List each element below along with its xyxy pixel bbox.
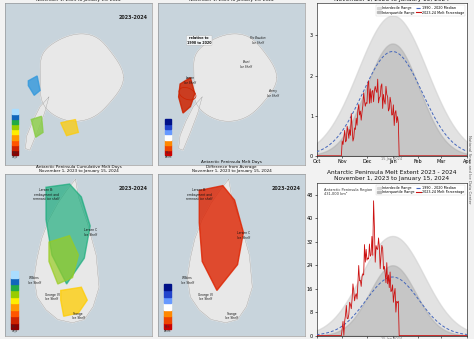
Title: Antarctic Peninsula Melt Extent 2023 - 2024
November 1, 2023 to January 15, 2024: Antarctic Peninsula Melt Extent 2023 - 2… bbox=[327, 170, 456, 181]
Polygon shape bbox=[10, 278, 18, 284]
Polygon shape bbox=[10, 316, 18, 323]
Title: Antarctica Melt Extent 2023 - 2024
November 1, 2023 to January 15, 2024: Antarctica Melt Extent 2023 - 2024 Novem… bbox=[334, 0, 449, 2]
Text: 2023-2024: 2023-2024 bbox=[118, 15, 148, 20]
Text: Larsen B:
embayment and
remnant ice shelf: Larsen B: embayment and remnant ice shel… bbox=[33, 188, 59, 201]
Text: National Snow and Ice Data Center: National Snow and Ice Data Center bbox=[467, 135, 471, 204]
Polygon shape bbox=[179, 97, 202, 150]
Polygon shape bbox=[194, 34, 277, 121]
Polygon shape bbox=[165, 145, 171, 150]
Polygon shape bbox=[12, 119, 18, 124]
Polygon shape bbox=[10, 271, 18, 278]
Text: Melt
Days: Melt Days bbox=[12, 151, 18, 159]
Polygon shape bbox=[12, 150, 18, 155]
Polygon shape bbox=[165, 129, 171, 134]
Title: Antarctica Cumulative Melt Days
November 1, 2023 to January 15, 2024: Antarctica Cumulative Melt Days November… bbox=[36, 0, 121, 2]
Polygon shape bbox=[165, 119, 171, 124]
Polygon shape bbox=[46, 184, 90, 284]
Text: Larsen
Ice Shelf: Larsen Ice Shelf bbox=[184, 76, 196, 85]
Text: 15 Jan 2024: 15 Jan 2024 bbox=[381, 337, 402, 339]
Polygon shape bbox=[165, 140, 171, 145]
Text: Stange
Ice Shelf: Stange Ice Shelf bbox=[72, 312, 85, 320]
Polygon shape bbox=[165, 135, 171, 140]
Polygon shape bbox=[164, 303, 171, 310]
Polygon shape bbox=[10, 284, 18, 291]
Polygon shape bbox=[12, 114, 18, 119]
Text: Antarctic Peninsula Region
431,000 km²: Antarctic Peninsula Region 431,000 km² bbox=[324, 188, 373, 196]
Polygon shape bbox=[12, 135, 18, 140]
Text: George VI
Ice Shelf: George VI Ice Shelf bbox=[198, 293, 212, 301]
Text: 15 Jan 2024: 15 Jan 2024 bbox=[381, 157, 402, 161]
Polygon shape bbox=[10, 291, 18, 297]
Polygon shape bbox=[10, 297, 18, 303]
Polygon shape bbox=[12, 140, 18, 145]
Polygon shape bbox=[164, 284, 171, 291]
Polygon shape bbox=[187, 179, 252, 323]
Polygon shape bbox=[41, 34, 123, 121]
Polygon shape bbox=[164, 323, 171, 329]
Polygon shape bbox=[10, 323, 18, 329]
Polygon shape bbox=[10, 303, 18, 310]
Text: 2023-2024: 2023-2024 bbox=[272, 186, 301, 191]
Text: Wilkins
Ice Shelf: Wilkins Ice Shelf bbox=[181, 276, 194, 285]
Text: 2023-2024: 2023-2024 bbox=[118, 186, 148, 191]
Polygon shape bbox=[164, 310, 171, 316]
Polygon shape bbox=[12, 145, 18, 150]
Legend: Interdecile Range, Interquartile Range, 1990 - 2020 Median, 2023-24 Melt Percent: Interdecile Range, Interquartile Range, … bbox=[375, 5, 465, 16]
Polygon shape bbox=[61, 287, 87, 316]
Polygon shape bbox=[179, 78, 195, 113]
Polygon shape bbox=[61, 120, 78, 136]
Text: Larsen C
Ice Shelf: Larsen C Ice Shelf bbox=[237, 231, 250, 240]
Text: Amery
Ice Shelf: Amery Ice Shelf bbox=[267, 89, 279, 98]
Legend: Interdecile Range, Interquartile Range, 1990 - 2020 Median, 2023-24 Melt Percent: Interdecile Range, Interquartile Range, … bbox=[375, 185, 465, 195]
Polygon shape bbox=[199, 186, 244, 291]
Text: Melt
Anom: Melt Anom bbox=[164, 325, 171, 333]
Text: Melt
Days: Melt Days bbox=[11, 325, 18, 333]
Text: Stange
Ice Shelf: Stange Ice Shelf bbox=[225, 312, 238, 320]
Title: Antarctica Melt Days
Difference From Average
November 1, 2023 to January 15, 202: Antarctica Melt Days Difference From Ave… bbox=[189, 0, 274, 2]
Polygon shape bbox=[34, 179, 99, 323]
Text: Wilkins
Ice Shelf: Wilkins Ice Shelf bbox=[27, 276, 41, 285]
Text: Brunt
Ice Shelf: Brunt Ice Shelf bbox=[240, 60, 252, 69]
Title: Antarctic Peninsula Cumulative Melt Days
November 1, 2023 to January 15, 2024: Antarctic Peninsula Cumulative Melt Days… bbox=[36, 164, 121, 173]
Polygon shape bbox=[164, 297, 171, 303]
Polygon shape bbox=[164, 316, 171, 323]
Text: Larsen C
Ice Shelf: Larsen C Ice Shelf bbox=[83, 228, 97, 237]
Polygon shape bbox=[12, 109, 18, 114]
Title: Antarctic Peninsula Melt Days
Difference from Average
November 1, 2023 to Januar: Antarctic Peninsula Melt Days Difference… bbox=[192, 160, 272, 173]
Polygon shape bbox=[31, 116, 43, 137]
Polygon shape bbox=[10, 310, 18, 316]
Polygon shape bbox=[49, 236, 78, 284]
Polygon shape bbox=[165, 124, 171, 129]
Text: George VI
Ice Shelf: George VI Ice Shelf bbox=[45, 293, 59, 301]
Text: Rio Baudon
Ice Shelf: Rio Baudon Ice Shelf bbox=[250, 36, 266, 45]
Text: Melt
Anom: Melt Anom bbox=[164, 151, 172, 159]
Polygon shape bbox=[26, 97, 49, 150]
Text: Larsen B:
embayment and
remnant ice shelf: Larsen B: embayment and remnant ice shel… bbox=[186, 188, 212, 201]
Text: relative to
1990 to 2020: relative to 1990 to 2020 bbox=[187, 36, 211, 45]
Polygon shape bbox=[12, 124, 18, 129]
Polygon shape bbox=[165, 150, 171, 155]
Polygon shape bbox=[12, 129, 18, 134]
Polygon shape bbox=[164, 291, 171, 297]
Polygon shape bbox=[28, 76, 40, 95]
